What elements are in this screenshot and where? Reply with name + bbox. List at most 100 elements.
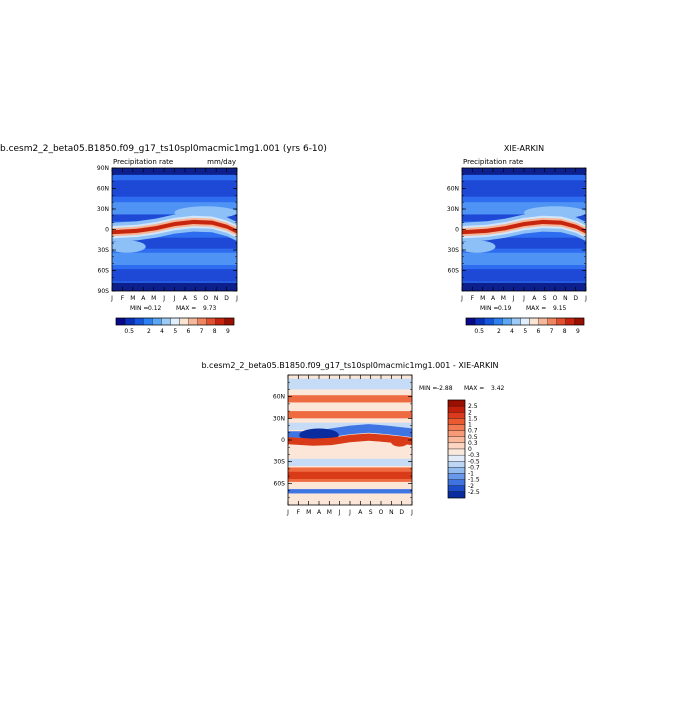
panel-model-xtick-label: A <box>141 295 146 302</box>
panel-diff-colorbar-label: 1.5 <box>468 415 478 422</box>
panel-model-colorbar-label: 4 <box>160 328 164 335</box>
panel-model-colorbar-label: 7 <box>200 328 204 335</box>
panel-model-colorbar-swatch <box>143 317 153 326</box>
panel-diff-xtick-label: A <box>317 509 322 516</box>
panel-model-ytick-label: 90N <box>97 165 109 172</box>
field-south-storm-track <box>462 252 586 266</box>
panel-model-colorbar-label: 6 <box>186 328 190 335</box>
panel-diff-min-label: MIN = <box>419 385 437 392</box>
panel-diff-colorbar-swatch <box>447 485 466 493</box>
panel-diff-colorbar-label: -1 <box>468 471 474 478</box>
field-south-storm-track <box>112 252 237 266</box>
panel-diff-min-value: -2.88 <box>437 385 453 392</box>
panel-diff-colorbar-swatch <box>447 418 466 425</box>
panel-model-ytick-label: 30S <box>98 247 110 254</box>
panel-model-field <box>112 168 237 291</box>
panel-diff-ytick-label: 30N <box>273 415 285 422</box>
panel-obs-colorbar-swatch <box>520 317 530 326</box>
panel-diff-colorbar-label: 0.3 <box>468 440 478 447</box>
panel-model-colorbar-swatch <box>179 317 189 326</box>
panel-obs-colorbar-swatch <box>465 317 476 326</box>
panel-model-xtick-label: J <box>235 295 238 302</box>
panel-obs-field <box>462 168 586 291</box>
panel-obs-min-label: MIN = <box>480 305 498 312</box>
field-south-subtropics <box>462 237 586 249</box>
panel-obs-colorbar-outline <box>465 317 585 326</box>
panel-model-colorbar-swatch <box>134 317 144 326</box>
panel-model-colorbar-swatch <box>152 317 162 326</box>
panel-obs-colorbar-label: 7 <box>550 328 554 335</box>
panel-diff-colorbar-label: 1 <box>468 422 472 429</box>
panel-obs-xtick-label: O <box>553 295 558 302</box>
panel-model-xtick-label: A <box>183 295 188 302</box>
field-itcz-core <box>462 219 586 235</box>
panel-model-ytick-label: 0 <box>105 227 109 234</box>
panel-model-xtick-label: N <box>214 295 219 302</box>
panel-diff-xtick-label: N <box>389 509 394 516</box>
panel-model-xtick-label: J <box>173 295 176 302</box>
panel-model-xtick-label: J <box>162 295 165 302</box>
panel-model-colorbar-swatch <box>197 317 207 326</box>
panel-obs-colorbar-swatch <box>529 317 539 326</box>
panel-diff-xtick-label: F <box>297 509 301 516</box>
panel-diff-ytick-label: 0 <box>281 437 285 444</box>
panel-diff-colorbar-swatch <box>447 430 466 437</box>
panel-model-ytick-label: 60N <box>97 186 109 193</box>
panel-obs-colorbar-swatch <box>547 317 557 326</box>
panel-obs-min-value: 0.19 <box>498 305 512 312</box>
field-north-wet <box>288 395 412 403</box>
panel-obs-colorbar-label: 9 <box>576 328 580 335</box>
field-south-convection <box>112 240 146 253</box>
panel-diff-colorbar-label: 2 <box>468 409 472 416</box>
panel-model-y-axis: 90N 60N 30N 0 30S 60S 90S <box>97 165 237 295</box>
field-south-subtropics <box>112 237 237 249</box>
panel-obs-xtick-label: D <box>573 295 578 302</box>
panel-diff-xtick-label: D <box>399 509 404 516</box>
panel-diff-colorbar-swatch <box>447 424 466 431</box>
panel-model-colorbar-swatch <box>215 317 226 326</box>
panel-model-colorbar-swatch <box>115 317 126 326</box>
panel-obs-xtick-label: J <box>584 295 587 302</box>
panel-model-colorbar-outline <box>115 317 235 326</box>
panel-diff-xtick-label: J <box>286 509 289 516</box>
panel-model-max-value: 9.73 <box>203 305 217 312</box>
panel-diff-colorbar-label: -0.3 <box>468 452 480 459</box>
panel-model-colorbar-swatch <box>224 317 235 326</box>
panel-model-colorbar-swatch <box>161 317 171 326</box>
panel-obs-colorbar-swatch <box>474 317 485 326</box>
panel-obs-colorbar-swatch <box>556 317 566 326</box>
panel-diff-xtick-label: A <box>358 509 363 516</box>
panel-diff-colorbar-label: 2.5 <box>468 403 478 410</box>
panel-diff-colorbar-swatch <box>447 448 466 456</box>
panel-obs-colorbar-swatch <box>511 317 521 326</box>
field-north-storm-wet <box>288 411 412 419</box>
panel-diff: b.cesm2_2_beta05.B1850.f09_g17_ts10spl0m… <box>201 361 504 516</box>
panel-model-xtick-label: S <box>193 295 197 302</box>
field-east-wet <box>390 436 409 447</box>
panel-obs-colorbar-label: 4 <box>510 328 514 335</box>
panel-model-colorbar-label: 8 <box>213 328 217 335</box>
panel-model-colorbar-label: 5 <box>173 328 177 335</box>
panel-obs-title: XIE-ARKIN <box>504 144 544 153</box>
panel-obs-ytick-label: 30S <box>448 247 460 254</box>
panel-model-colorbar-label: 2 <box>147 328 151 335</box>
panel-diff-title: b.cesm2_2_beta05.B1850.f09_g17_ts10spl0m… <box>201 361 498 370</box>
panel-diff-ytick-label: 30S <box>274 459 286 466</box>
panel-obs-colorbar-swatch <box>565 317 576 326</box>
panel-model-xtick-label: O <box>203 295 208 302</box>
panel-model-min-value: 0.12 <box>148 305 162 312</box>
panel-diff-xtick-label: S <box>369 509 373 516</box>
panel-obs-xtick-label: N <box>563 295 568 302</box>
panel-model-xtick-label: D <box>224 295 229 302</box>
panel-diff-colorbar-label: 0.5 <box>468 434 478 441</box>
panel-obs-colorbar-label: 2 <box>497 328 501 335</box>
panel-model-ytick-label: 60S <box>98 268 110 275</box>
panel-diff-colorbar-label: -2.5 <box>468 489 480 496</box>
panel-obs-colorbar-swatch <box>493 317 503 326</box>
panel-model: b.cesm2_2_beta05.B1850.f09_g17_ts10spl0m… <box>0 144 327 335</box>
panel-model-minmax: MIN = 0.12 MAX = 9.73 <box>130 305 217 312</box>
field-antarctic-dry <box>288 489 412 494</box>
